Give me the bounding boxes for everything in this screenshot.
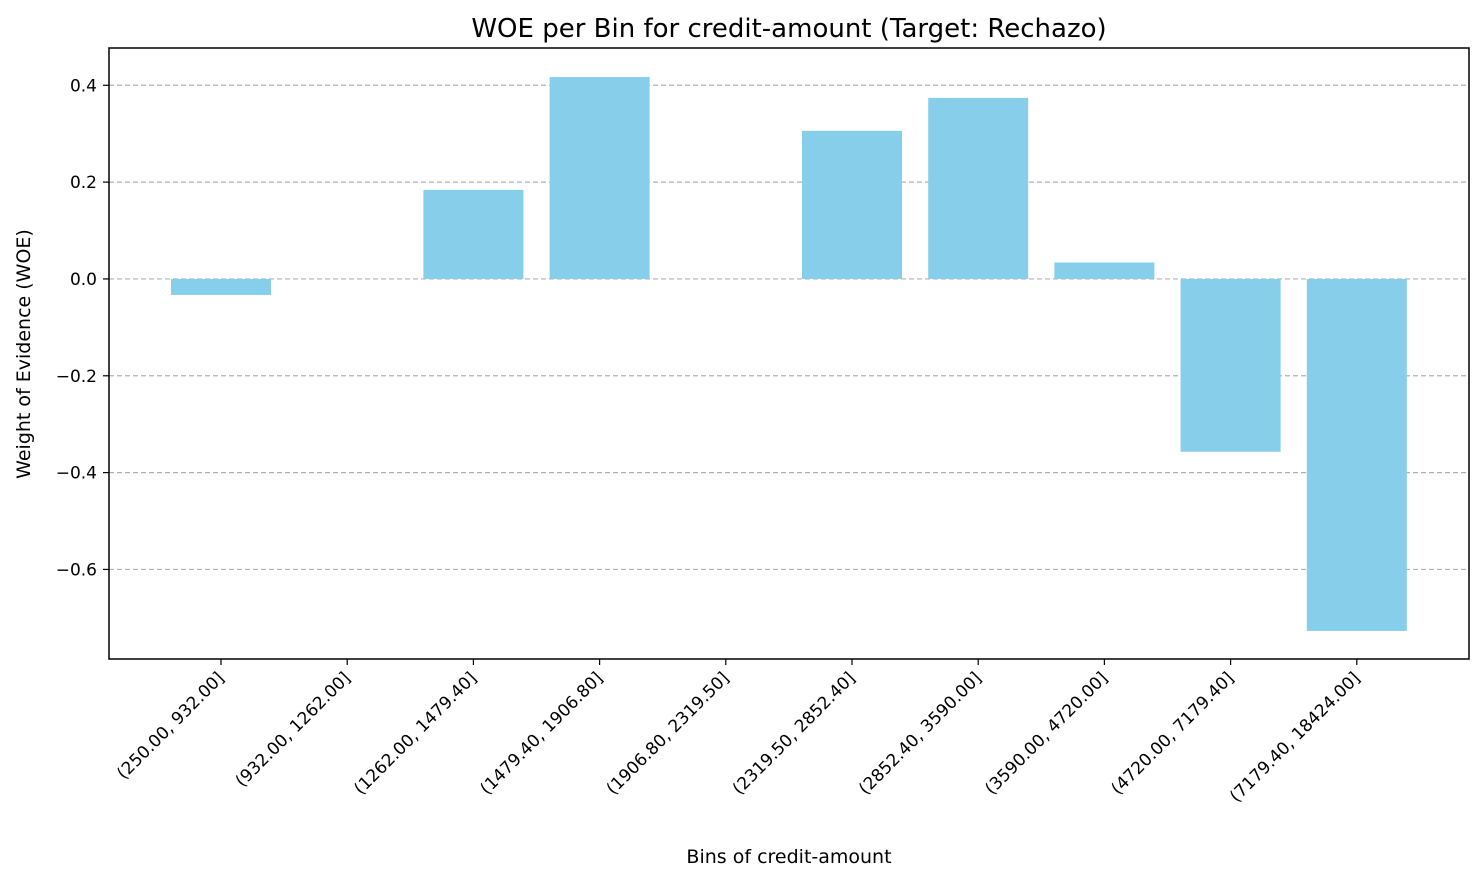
- y-axis-label: Weight of Evidence (WOE): [13, 229, 35, 479]
- bar: [171, 278, 271, 295]
- x-tick-label: (1479.40, 1906.80]: [477, 668, 608, 799]
- x-axis-label: Bins of credit-amount: [686, 846, 891, 868]
- bar: [802, 130, 902, 279]
- y-axis-ticks: 0.4 0.2 0.0 −0.2 −0.4 −0.6: [56, 76, 109, 580]
- chart-title: WOE per Bin for credit-amount (Target: R…: [471, 14, 1106, 44]
- bar: [1054, 262, 1155, 279]
- x-tick-label: (7179.40, 18424.00]: [1226, 668, 1364, 806]
- y-tick-label: −0.4: [56, 464, 97, 484]
- bar: [423, 189, 524, 279]
- x-tick-label: (2852.40, 3590.00]: [855, 668, 986, 799]
- plot-area-frame: [108, 47, 1470, 660]
- x-tick-label: (1262.00, 1479.40]: [350, 668, 481, 799]
- x-tick-label: (4720.00, 7179.40]: [1108, 668, 1239, 799]
- bar: [1180, 278, 1281, 452]
- x-tick-label: (1906.80, 2319.50]: [603, 668, 734, 799]
- y-tick-label: 0.0: [70, 270, 97, 290]
- bar: [549, 77, 650, 279]
- x-axis-ticks: (250.00, 932.00] (932.00, 1262.00](1262.0…: [113, 659, 1364, 807]
- x-tick-label: (932.00, 1262.00]: [232, 668, 355, 791]
- bars: [171, 77, 1407, 631]
- y-tick-label: 0.4: [70, 76, 97, 96]
- y-tick-label: 0.2: [70, 173, 97, 193]
- x-tick-label: (250.00, 932.00]: [113, 668, 228, 783]
- x-tick-label: (3590.00, 4720.00]: [981, 668, 1112, 799]
- x-tick-label: (2319.50, 2852.40]: [729, 668, 860, 799]
- y-tick-label: −0.6: [56, 560, 97, 580]
- bar: [928, 97, 1029, 279]
- grid-lines: [109, 84, 1469, 571]
- y-tick-label: −0.2: [56, 367, 97, 387]
- bar: [1306, 278, 1407, 631]
